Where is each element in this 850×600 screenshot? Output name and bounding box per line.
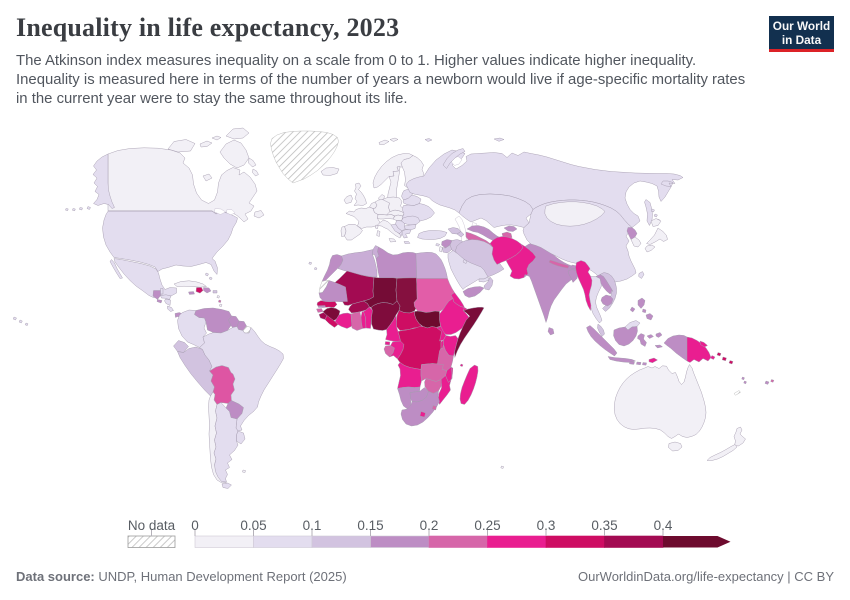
svg-text:0.25: 0.25 bbox=[474, 518, 500, 533]
svg-text:0.35: 0.35 bbox=[591, 518, 617, 533]
svg-text:0.05: 0.05 bbox=[240, 518, 266, 533]
svg-text:0.2: 0.2 bbox=[420, 518, 439, 533]
svg-text:No data: No data bbox=[128, 518, 176, 533]
svg-text:0: 0 bbox=[191, 518, 199, 533]
svg-text:0.4: 0.4 bbox=[654, 518, 673, 533]
svg-text:0.3: 0.3 bbox=[537, 518, 556, 533]
svg-text:0.1: 0.1 bbox=[303, 518, 322, 533]
svg-text:0.15: 0.15 bbox=[357, 518, 383, 533]
